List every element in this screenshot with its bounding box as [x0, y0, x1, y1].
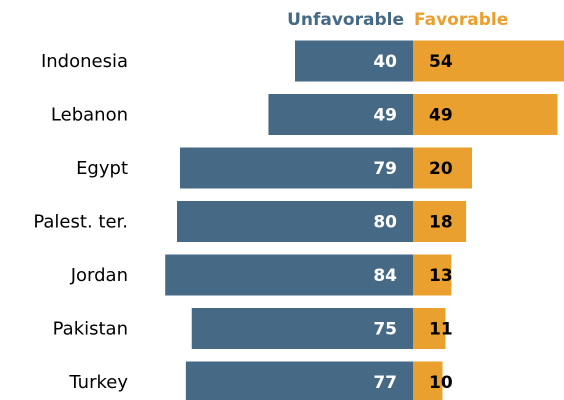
- bar-unfavorable: [185, 361, 413, 400]
- chart-rows: Indonesia 40 54 Lebanon 49 49 Egypt 79 20 Palest.…: [33, 40, 564, 400]
- value-label-favorable: 13: [429, 266, 453, 286]
- chart-row: Pakistan 75 11: [53, 308, 453, 349]
- category-label: Palest. ter.: [33, 212, 128, 233]
- category-label: Turkey: [68, 372, 128, 393]
- value-label-favorable: 18: [429, 213, 453, 233]
- bar-favorable: [413, 94, 558, 135]
- chart-row: Jordan 84 13: [70, 254, 453, 296]
- category-label: Jordan: [70, 265, 128, 286]
- bar-unfavorable: [191, 308, 413, 349]
- bar-unfavorable: [295, 40, 413, 82]
- bar-favorable: [413, 147, 472, 189]
- value-label-favorable: 11: [429, 320, 453, 340]
- legend: Unfavorable Favorable: [287, 10, 508, 30]
- value-label-unfavorable: 79: [373, 159, 397, 179]
- chart-row: Lebanon 49 49: [51, 94, 558, 135]
- bar-favorable: [413, 308, 446, 349]
- chart-row: Egypt 79 20: [76, 147, 472, 189]
- legend-favorable: Favorable: [414, 10, 508, 30]
- value-label-unfavorable: 77: [373, 373, 397, 393]
- value-label-favorable: 20: [429, 159, 453, 179]
- value-label-unfavorable: 84: [373, 266, 397, 286]
- chart-row: Indonesia 40 54: [41, 40, 564, 82]
- chart-row: Palest. ter. 80 18: [33, 201, 467, 242]
- bar-favorable: [413, 254, 452, 296]
- category-label: Indonesia: [41, 51, 128, 72]
- bar-unfavorable: [177, 201, 413, 242]
- bar-favorable: [413, 361, 443, 400]
- value-label-unfavorable: 40: [373, 52, 397, 72]
- legend-unfavorable: Unfavorable: [287, 10, 404, 30]
- category-label: Lebanon: [51, 105, 128, 126]
- category-label: Egypt: [76, 158, 128, 179]
- bar-favorable: [413, 40, 564, 82]
- bar-unfavorable: [268, 94, 413, 135]
- value-label-unfavorable: 49: [373, 106, 397, 126]
- value-label-unfavorable: 80: [373, 213, 397, 233]
- value-label-unfavorable: 75: [373, 320, 397, 340]
- chart-row: Turkey 77 10: [68, 361, 453, 400]
- category-label: Pakistan: [53, 319, 128, 340]
- bar-unfavorable: [179, 147, 413, 189]
- bar-favorable: [413, 201, 467, 242]
- value-label-favorable: 10: [429, 373, 453, 393]
- bar-unfavorable: [165, 254, 413, 296]
- value-label-favorable: 54: [429, 52, 453, 72]
- value-label-favorable: 49: [429, 106, 453, 126]
